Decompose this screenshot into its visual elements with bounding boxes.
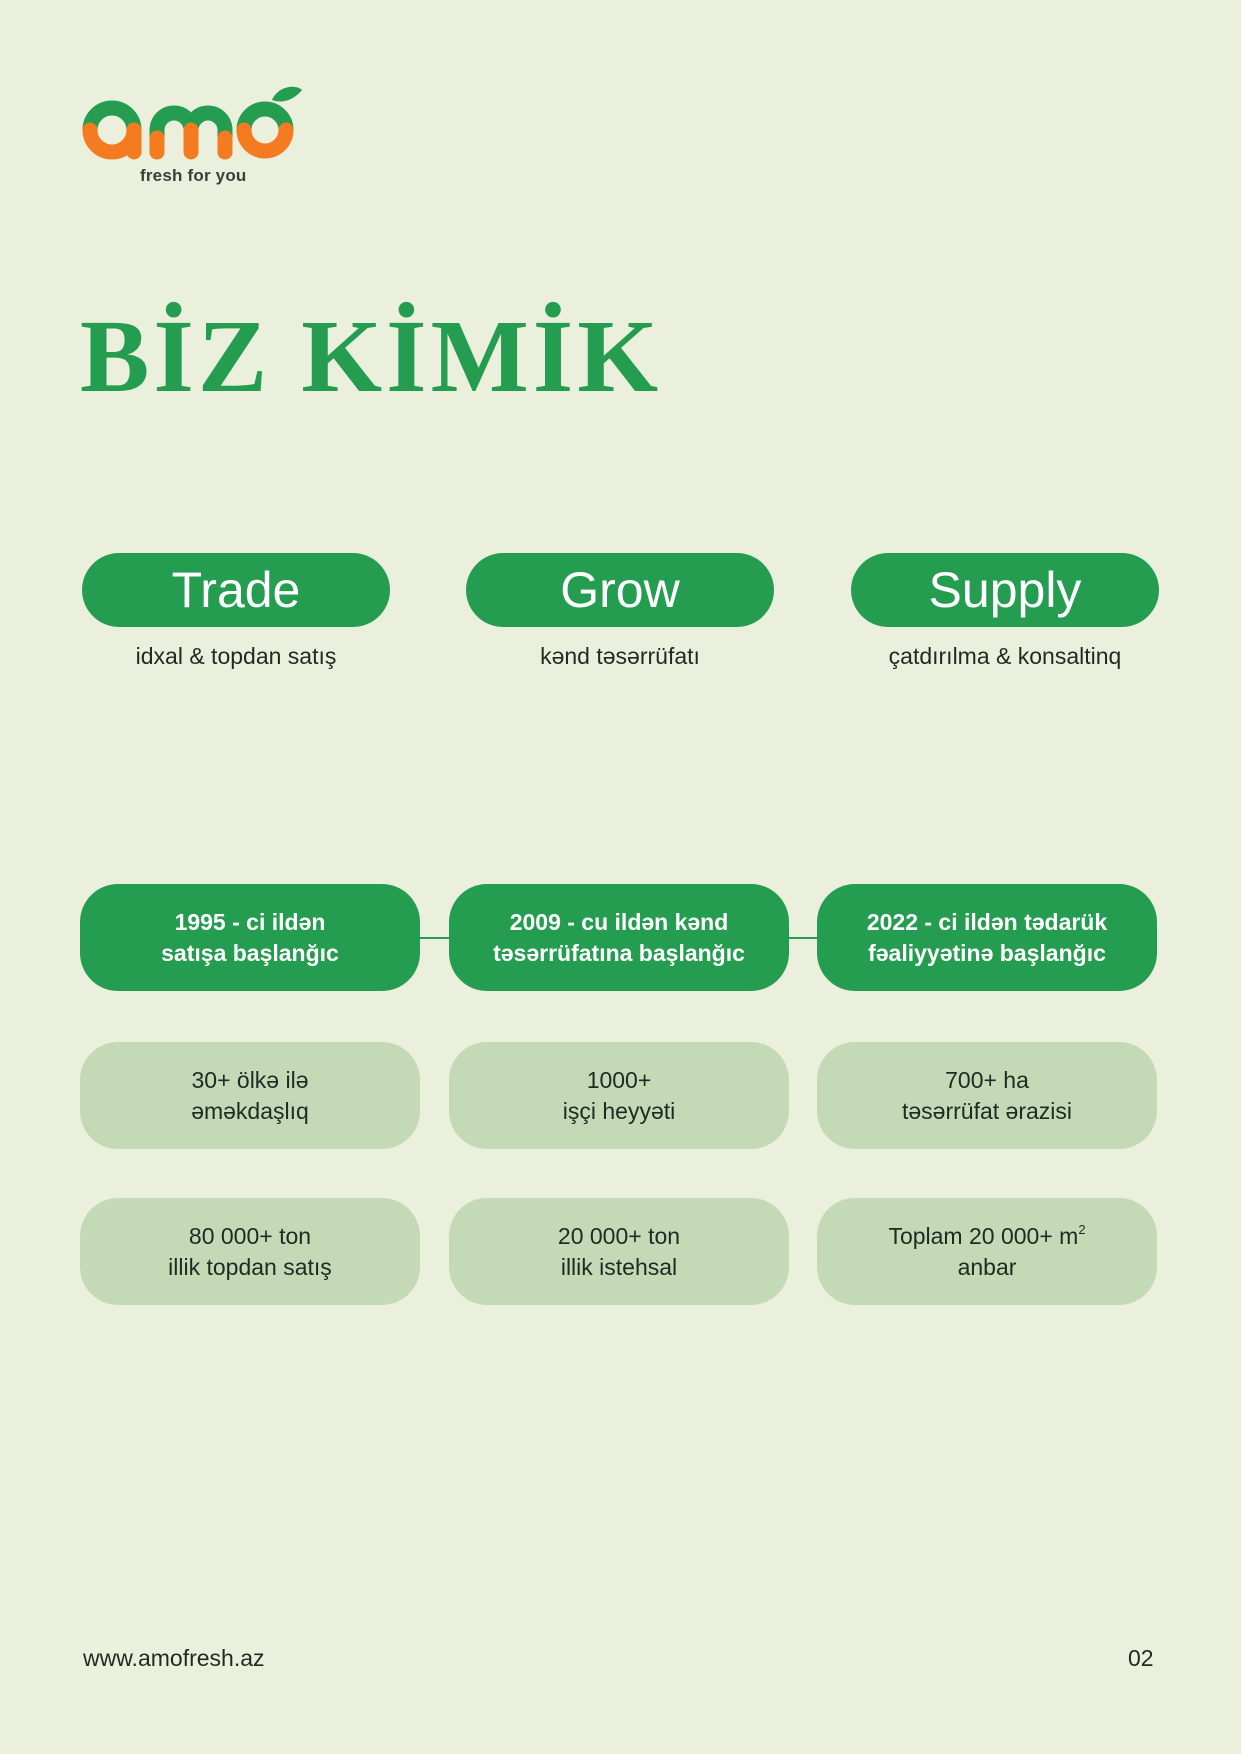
- milestone-line1: 2022 - ci ildən tədarük: [866, 908, 1108, 935]
- page-title: BİZ KİMİK: [80, 299, 663, 414]
- stat-card: Toplam 20 000+ m2 anbar: [817, 1198, 1157, 1305]
- logo-tagline: fresh for you: [140, 166, 247, 185]
- milestone-line2: təsərrüfatına başlanğıc: [493, 939, 745, 966]
- timeline-connector: [419, 937, 451, 939]
- segment-pill-trade: Trade: [82, 553, 390, 627]
- milestone-line1: 1995 - ci ildən: [174, 908, 326, 935]
- stat-line1: 20 000+ ton: [557, 1222, 681, 1249]
- stat-line1: 30+ ölkə ilə: [191, 1066, 309, 1093]
- page-number: 02: [1128, 1645, 1154, 1671]
- milestone-card: 1995 - ci ildən satışa başlanğıc: [80, 884, 420, 991]
- stat-card: 80 000+ ton illik topdan satış: [80, 1198, 420, 1305]
- milestone-line2: satışa başlanğıc: [161, 939, 339, 966]
- segment-subtitle-supply: çatdırılma & konsaltinq: [888, 643, 1122, 669]
- stat-card: 20 000+ ton illik istehsal: [449, 1198, 789, 1305]
- stat-card: 30+ ölkə ilə əməkdaşlıq: [80, 1042, 420, 1149]
- stat-line1: Toplam 20 000+ m2: [888, 1221, 1085, 1252]
- milestone-card: 2009 - cu ildən kənd təsərrüfatına başla…: [449, 884, 789, 991]
- stat-line2: təsərrüfat ərazisi: [901, 1097, 1072, 1124]
- milestone-line1: 2009 - cu ildən kənd: [509, 908, 729, 935]
- stat-line1: 80 000+ ton: [188, 1222, 312, 1249]
- stat-card: 1000+ işçi heyyəti: [449, 1042, 789, 1149]
- stat-line2: əməkdaşlıq: [191, 1097, 309, 1124]
- milestone-card: 2022 - ci ildən tədarük fəaliyyətinə baş…: [817, 884, 1157, 991]
- website-url[interactable]: www.amofresh.az: [83, 1645, 265, 1671]
- segment-subtitle-grow: kənd təsərrüfatı: [540, 643, 700, 669]
- milestone-line2: fəaliyyətinə başlanğıc: [868, 939, 1106, 966]
- segment-pill-grow: Grow: [466, 553, 774, 627]
- stat-line2: illik istehsal: [560, 1253, 678, 1280]
- leaf-icon: [272, 86, 302, 102]
- stat-line1-text: Toplam 20 000+ m: [888, 1222, 1079, 1249]
- stat-line2: anbar: [957, 1253, 1017, 1280]
- stat-line2: işçi heyyəti: [562, 1097, 676, 1124]
- logo: fresh for you: [82, 86, 322, 192]
- amo-logo-mark: [82, 86, 302, 160]
- stat-line1: 1000+: [586, 1066, 652, 1093]
- stat-line2: illik topdan satış: [168, 1253, 332, 1280]
- segment-pill-supply: Supply: [851, 553, 1159, 627]
- timeline-connector: [787, 937, 819, 939]
- stat-line1: 700+ ha: [945, 1066, 1029, 1093]
- stat-card: 700+ ha təsərrüfat ərazisi: [817, 1042, 1157, 1149]
- segment-subtitle-trade: idxal & topdan satış: [135, 643, 337, 669]
- superscript: 2: [1078, 1221, 1086, 1237]
